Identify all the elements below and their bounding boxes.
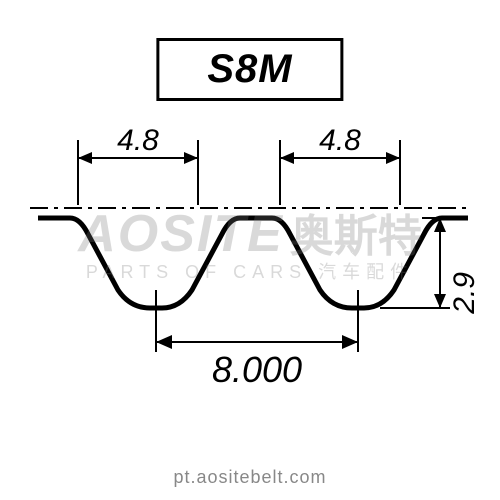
dim-tooth-width-left: 4.8: [78, 124, 198, 205]
dim-tooth-height: 2.9: [380, 218, 480, 315]
belt-profile-diagram: 4.8 4.8 2.9 8.000: [20, 110, 480, 390]
tooth-height-label: 2.9: [448, 272, 480, 315]
dim-pitch: 8.000: [156, 290, 358, 390]
profile-title-box: S8M: [156, 38, 343, 101]
tooth-width-right-label: 4.8: [319, 124, 361, 157]
belt-tooth-profile: [38, 218, 468, 308]
tooth-width-left-label: 4.8: [117, 124, 159, 157]
profile-title: S8M: [207, 47, 292, 91]
pitch-label: 8.000: [212, 349, 302, 390]
dim-tooth-width-right: 4.8: [280, 124, 400, 205]
footer-url: pt.aositebelt.com: [0, 467, 500, 488]
